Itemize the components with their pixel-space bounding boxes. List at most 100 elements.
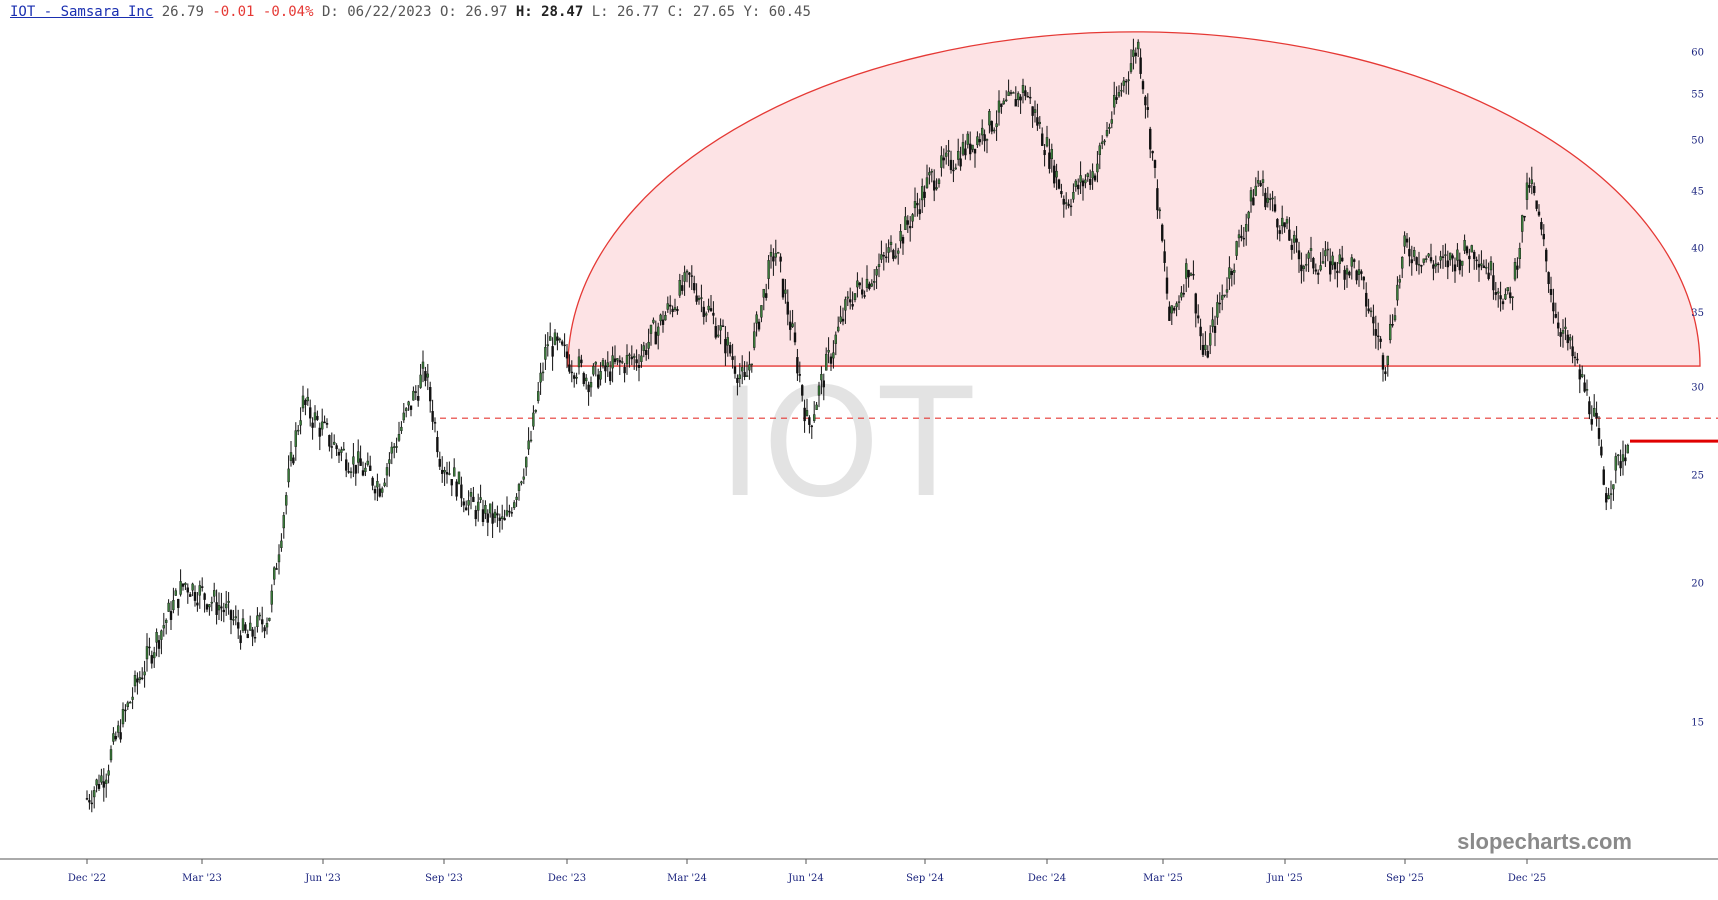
candle-body <box>169 611 173 620</box>
candle-body <box>935 187 938 190</box>
candle-body <box>1372 316 1375 324</box>
candle-body <box>1024 90 1027 97</box>
candle-body <box>928 172 931 176</box>
candle-body <box>563 344 566 347</box>
candle-body <box>1211 319 1214 327</box>
candle-body <box>510 512 513 514</box>
candle-body <box>1148 128 1152 150</box>
candle-body <box>152 652 156 659</box>
candle-body <box>1573 356 1577 359</box>
x-tick-label: Jun '24 <box>787 873 824 884</box>
candle-body <box>421 361 425 369</box>
candle-body <box>719 325 722 331</box>
candle-body <box>577 356 581 368</box>
candle-body <box>465 507 468 511</box>
candle-body <box>277 554 281 563</box>
candle-body <box>378 488 381 497</box>
candle-body <box>340 449 343 453</box>
candle-body <box>414 391 417 393</box>
candle-body <box>1288 229 1291 241</box>
candle-body <box>784 289 787 294</box>
candle-body <box>791 323 794 327</box>
candle-body <box>1398 279 1402 283</box>
candle-body <box>1489 261 1493 271</box>
candle-body <box>856 280 859 288</box>
candle-body <box>1564 326 1567 329</box>
candle-body <box>361 470 365 476</box>
candle-body <box>385 467 389 476</box>
candle-body <box>760 305 763 318</box>
candle-body <box>1254 185 1258 196</box>
candle-body <box>767 260 770 279</box>
candle-body <box>745 375 749 377</box>
x-tick-label: Mar '24 <box>667 873 707 884</box>
candle-body <box>1559 332 1562 337</box>
symbol-link[interactable]: IOT - Samsara Inc <box>10 4 154 20</box>
candle-body <box>424 371 427 381</box>
candle-body <box>121 708 125 725</box>
candle-body <box>1499 295 1502 300</box>
candle-body <box>1614 456 1618 471</box>
candle-body <box>1458 259 1462 271</box>
candle-body <box>978 139 981 143</box>
candle-body <box>1045 137 1049 147</box>
candle-body <box>1530 179 1534 184</box>
candle-body <box>1168 306 1171 321</box>
candle-body <box>546 344 549 347</box>
candle-body <box>345 459 348 471</box>
candle-body <box>573 375 576 379</box>
candle-body <box>1367 308 1370 312</box>
date-readout: D: 06/22/2023 <box>321 4 432 20</box>
candle-body <box>645 349 648 355</box>
candle-body <box>438 458 441 467</box>
candle-body <box>726 337 729 346</box>
candle-body <box>342 448 345 451</box>
candle-body <box>181 583 185 587</box>
candle-body <box>417 396 420 401</box>
candle-body <box>1129 63 1133 72</box>
candle-body <box>813 414 816 421</box>
candle-body <box>179 581 182 595</box>
candle-body <box>289 452 293 461</box>
candle-body <box>1600 446 1603 456</box>
candle-body <box>709 308 713 311</box>
candle-body <box>1360 271 1363 274</box>
candle-body <box>669 304 672 307</box>
candle-body <box>200 586 204 588</box>
candle-body <box>1595 412 1598 419</box>
candle-body <box>1376 335 1380 338</box>
candle-body <box>973 148 977 154</box>
candle-body <box>541 371 545 374</box>
candle-body <box>112 733 115 742</box>
candle-body <box>1194 293 1198 314</box>
candle-body <box>400 426 403 431</box>
candle-body <box>1516 265 1519 270</box>
candle-body <box>1144 96 1147 106</box>
candle-body <box>1086 173 1090 177</box>
candle-body <box>448 473 451 475</box>
candle-body <box>604 365 607 372</box>
candle-body <box>846 296 849 299</box>
candle-body <box>294 430 297 447</box>
candle-body <box>486 513 489 523</box>
level-lines <box>440 417 1718 443</box>
candle-body <box>1381 355 1385 370</box>
candle-body <box>1067 203 1070 206</box>
candle-body <box>1069 205 1073 208</box>
candle-body <box>1014 99 1017 107</box>
candle-body <box>1240 235 1243 238</box>
candle-body <box>479 497 482 500</box>
candle-body <box>1271 197 1274 200</box>
candle-body <box>1444 254 1447 256</box>
candle-body <box>359 458 362 466</box>
candle-body <box>1552 302 1555 312</box>
candle-body <box>148 646 151 649</box>
candle-body <box>220 606 223 609</box>
low-readout: L: 26.77 <box>591 4 660 20</box>
dome-shape <box>567 31 1701 367</box>
candle-body <box>215 602 218 615</box>
candle-body <box>1117 92 1121 97</box>
candle-body <box>630 356 633 360</box>
candle-body <box>222 609 226 613</box>
